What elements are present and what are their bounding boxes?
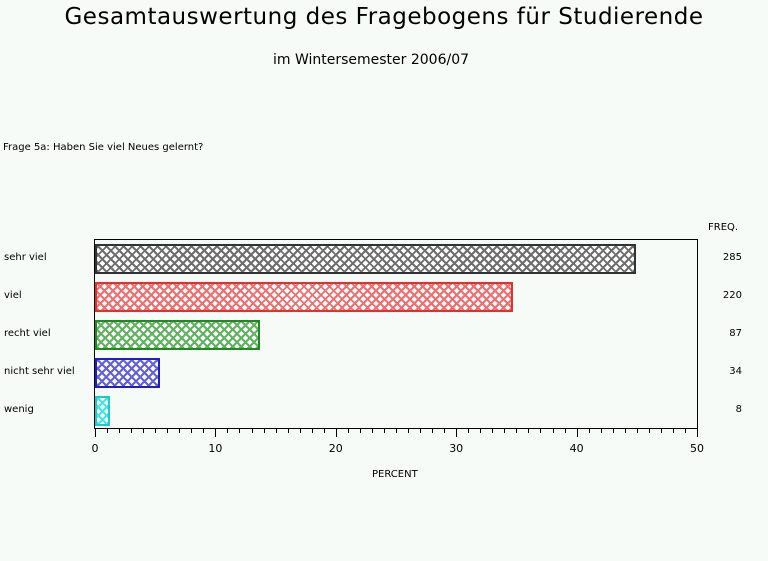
axis-tick	[672, 429, 674, 433]
axis-tick	[576, 429, 578, 437]
x-tick-label: 50	[690, 442, 704, 455]
axis-tick	[540, 429, 542, 433]
category-label: wenig	[4, 404, 34, 415]
axis-tick	[492, 429, 494, 433]
axis-tick	[504, 429, 506, 433]
axis-tick	[480, 429, 482, 433]
bar	[95, 358, 160, 388]
axis-tick	[359, 429, 361, 433]
axis-tick	[179, 429, 181, 433]
category-label: sehr viel	[4, 252, 47, 263]
axis-tick	[420, 429, 422, 433]
bar	[95, 282, 513, 312]
axis-tick	[107, 429, 109, 433]
axis-tick	[564, 429, 566, 433]
axis-tick	[155, 429, 157, 433]
axis-tick	[444, 429, 446, 433]
axis-tick	[456, 429, 458, 437]
axis-tick	[191, 429, 193, 433]
plot-area	[94, 239, 698, 429]
frequency-value: 285	[722, 252, 742, 263]
question-label: Frage 5a: Haben Sie viel Neues gelernt?	[3, 142, 204, 153]
axis-tick	[311, 429, 313, 433]
x-axis-label: PERCENT	[372, 469, 418, 480]
x-tick-label: 30	[449, 442, 464, 455]
axis-tick	[600, 429, 602, 433]
category-label: viel	[4, 290, 22, 301]
axis-tick	[323, 429, 325, 433]
axis-tick	[143, 429, 145, 433]
axis-tick	[516, 429, 518, 433]
axis-tick	[552, 429, 554, 433]
axis-tick	[636, 429, 638, 433]
axis-tick	[95, 429, 96, 437]
frequency-value: 34	[729, 366, 742, 377]
axis-tick	[468, 429, 470, 433]
category-label: recht viel	[4, 328, 51, 339]
axis-tick	[684, 429, 686, 433]
axis-tick	[383, 429, 385, 433]
freq-column-header: FREQ.	[708, 222, 739, 233]
axis-tick	[432, 429, 434, 433]
axis-tick	[287, 429, 289, 433]
axis-tick	[660, 429, 662, 433]
axis-tick	[648, 429, 650, 433]
axis-tick	[299, 429, 301, 433]
axis-tick	[697, 429, 698, 437]
x-tick-label: 10	[208, 442, 223, 455]
frequency-value: 87	[729, 328, 742, 339]
x-tick-label: 40	[569, 442, 584, 455]
axis-tick	[396, 429, 397, 433]
axis-tick	[131, 429, 133, 433]
bar	[95, 320, 261, 350]
axis-tick	[588, 429, 590, 433]
axis-tick	[624, 429, 626, 433]
axis-tick	[408, 429, 410, 433]
x-tick-label: 0	[91, 442, 99, 455]
axis-tick	[251, 429, 253, 433]
report-title: Gesamtauswertung des Fragebogens für Stu…	[64, 4, 704, 30]
axis-tick	[528, 429, 530, 433]
bar	[95, 396, 111, 426]
axis-tick	[119, 429, 121, 433]
axis-tick	[203, 429, 205, 433]
x-axis	[95, 429, 698, 437]
category-label: nicht sehr viel	[4, 366, 75, 377]
axis-tick	[215, 429, 217, 437]
axis-tick	[347, 429, 349, 433]
report-subtitle: im Wintersemester 2006/07	[272, 52, 470, 68]
axis-tick	[275, 429, 277, 433]
axis-tick	[239, 429, 241, 433]
axis-tick	[167, 429, 169, 433]
axis-tick	[371, 429, 373, 433]
frequency-value: 8	[735, 404, 742, 415]
axis-tick	[335, 429, 337, 437]
x-tick-label: 20	[328, 442, 343, 455]
axis-tick	[612, 429, 614, 433]
frequency-value: 220	[722, 290, 742, 301]
axis-tick	[263, 429, 265, 433]
bar	[95, 244, 637, 274]
axis-tick	[227, 429, 229, 433]
